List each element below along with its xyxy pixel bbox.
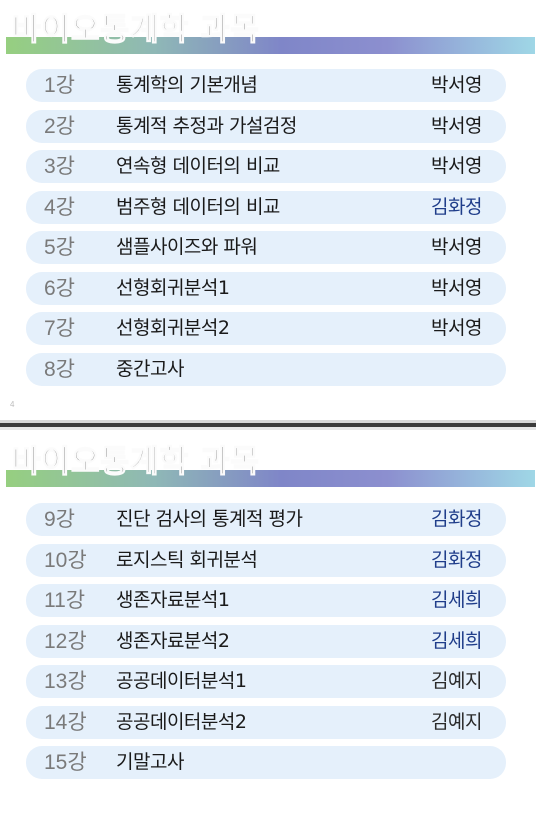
lecture-number: 5강 (44, 236, 75, 259)
lecture-instructor: 박서영 (431, 236, 482, 258)
lecture-number: 9강 (44, 508, 75, 531)
lecture-title: 진단 검사의 통계적 평가 (116, 508, 303, 530)
lecture-title: 기말고사 (116, 751, 184, 773)
lecture-row: 14강 공공데이터분석2 김예지 (26, 705, 506, 739)
lecture-row: 10강 로지스틱 회귀분석 김화정 (26, 543, 506, 577)
lecture-row: 7강 선형회귀분석2 박서영 (26, 312, 506, 345)
title-gradient-bar (6, 37, 535, 54)
page-number: 4 (10, 400, 15, 409)
lecture-title: 선형회귀분석2 (116, 317, 230, 339)
lecture-instructor: 박서영 (431, 74, 482, 96)
lecture-row: 13강 공공데이터분석1 김예지 (26, 665, 506, 698)
lecture-title: 공공데이터분석1 (116, 670, 247, 692)
lecture-number: 10강 (44, 548, 87, 572)
lecture-number: 2강 (44, 114, 75, 138)
lecture-number: 13강 (44, 670, 87, 693)
lecture-title: 생존자료분석1 (116, 589, 230, 611)
lecture-list: 9강 진단 검사의 통계적 평가 김화정 10강 로지스틱 회귀분석 김화정 1… (26, 503, 506, 787)
lecture-row: 12강 생존자료분석2 김세희 (26, 624, 506, 658)
slide-title: 바이오통계학 과목 (11, 11, 260, 48)
lecture-instructor: 김예지 (431, 670, 482, 692)
lecture-instructor: 김화정 (431, 508, 482, 530)
lecture-instructor: 박서영 (431, 317, 482, 339)
slide-1: 바이오통계학 과목 1강 통계학의 기본개념 박서영 2강 통계적 추정과 가설… (6, 11, 535, 409)
lecture-instructor: 김세희 (431, 589, 482, 611)
title-gradient-bar (6, 470, 535, 487)
lecture-row: 1강 통계학의 기본개념 박서영 (26, 69, 506, 102)
lecture-row: 15강 기말고사 (26, 746, 506, 779)
lecture-instructor: 김세희 (431, 629, 482, 652)
lecture-title: 샘플사이즈와 파워 (116, 236, 258, 258)
lecture-row: 8강 중간고사 (26, 352, 506, 386)
slide-2: 바이오통계학 과목 9강 진단 검사의 통계적 평가 김화정 10강 로지스틱 … (0, 430, 536, 819)
lecture-row: 2강 통계적 추정과 가설검정 박서영 (26, 109, 506, 143)
lecture-title: 공공데이터분석2 (116, 710, 247, 733)
lecture-number: 7강 (44, 317, 75, 340)
lecture-row: 11강 생존자료분석1 김세희 (26, 584, 506, 617)
lecture-title: 로지스틱 회귀분석 (116, 548, 258, 571)
lecture-number: 4강 (44, 195, 75, 219)
lecture-row: 9강 진단 검사의 통계적 평가 김화정 (26, 503, 506, 536)
lecture-title: 통계학의 기본개념 (116, 74, 258, 96)
lecture-list: 1강 통계학의 기본개념 박서영 2강 통계적 추정과 가설검정 박서영 3강 … (26, 69, 506, 393)
lecture-number: 12강 (44, 629, 87, 653)
lecture-instructor: 김화정 (431, 195, 482, 218)
lecture-title: 중간고사 (116, 357, 184, 380)
lecture-row: 3강 연속형 데이터의 비교 박서영 (26, 150, 506, 183)
lecture-instructor: 박서영 (431, 276, 482, 299)
lecture-title: 범주형 데이터의 비교 (116, 195, 280, 218)
lecture-instructor: 김화정 (431, 548, 482, 571)
lecture-number: 3강 (44, 155, 75, 178)
slide-title: 바이오통계학 과목 (11, 443, 260, 480)
lecture-row: 6강 선형회귀분석1 박서영 (26, 271, 506, 305)
lecture-title: 선형회귀분석1 (116, 276, 230, 299)
lecture-number: 11강 (44, 589, 86, 612)
lecture-instructor: 김예지 (431, 710, 482, 733)
lecture-number: 15강 (44, 751, 87, 774)
lecture-instructor: 박서영 (431, 114, 482, 137)
lecture-title: 통계적 추정과 가설검정 (116, 114, 297, 137)
lecture-row: 4강 범주형 데이터의 비교 김화정 (26, 190, 506, 224)
lecture-title: 생존자료분석2 (116, 629, 230, 652)
slide-divider (0, 420, 536, 430)
lecture-instructor: 박서영 (431, 155, 482, 177)
lecture-row: 5강 샘플사이즈와 파워 박서영 (26, 231, 506, 264)
lecture-number: 1강 (44, 74, 75, 97)
lecture-number: 8강 (44, 357, 75, 381)
lecture-number: 14강 (44, 710, 87, 734)
lecture-number: 6강 (44, 276, 75, 300)
lecture-title: 연속형 데이터의 비교 (116, 155, 280, 177)
